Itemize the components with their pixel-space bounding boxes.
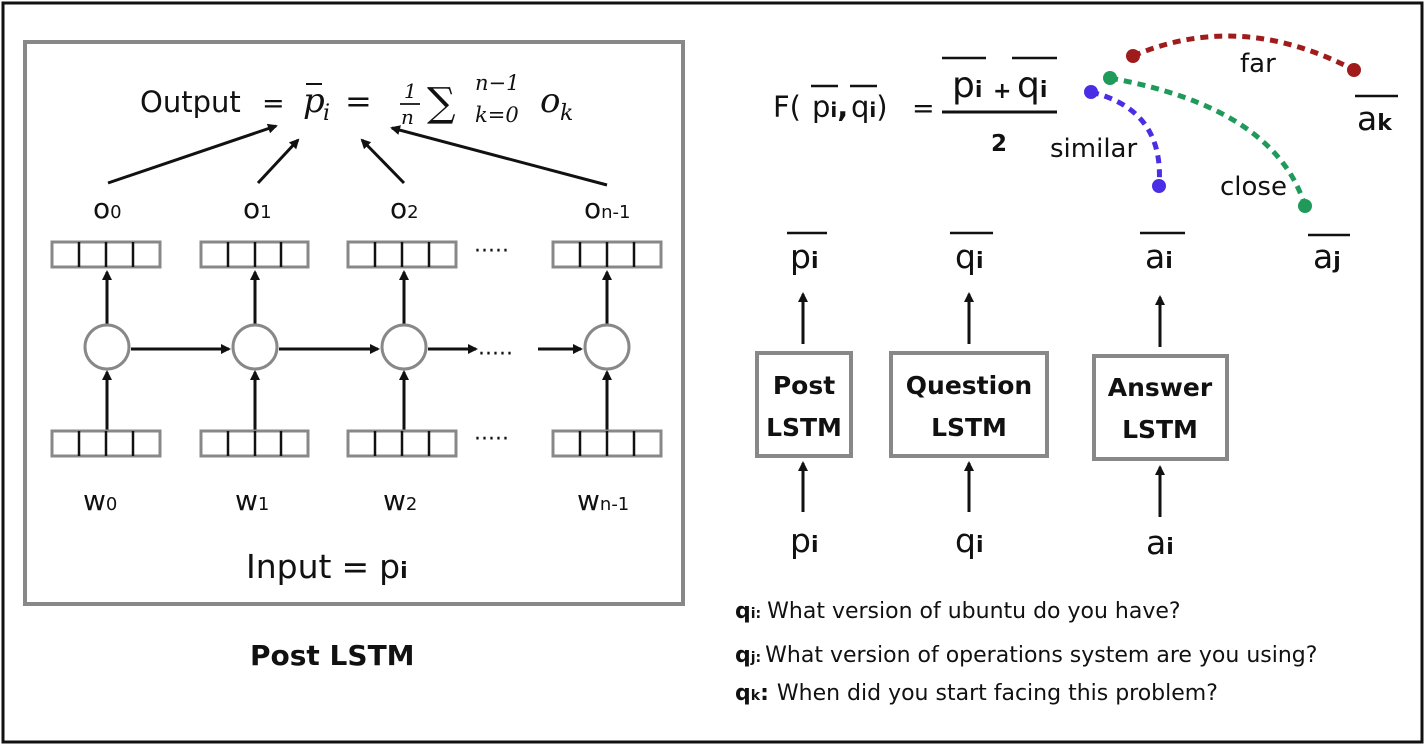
post-lstm-box-line2: LSTM	[766, 413, 842, 442]
far-end-dot	[1347, 63, 1361, 77]
input-vector-2	[346, 429, 458, 458]
hidden-node-1	[231, 323, 279, 371]
output-o0: o0	[93, 192, 122, 225]
far-curve	[1132, 33, 1356, 73]
post-lstm-box	[755, 351, 853, 458]
output-vector-1	[199, 240, 310, 269]
hidden-node-2	[380, 323, 428, 371]
arrow-o2-output	[360, 138, 406, 185]
arrow-o0-output	[107, 123, 278, 185]
post-encoder: pi Post LSTM pi	[755, 231, 853, 560]
sim-F: F(	[773, 90, 801, 124]
question-lstm-box	[889, 351, 1049, 458]
question-lstm-box-line1: Question	[906, 371, 1032, 400]
hidden-node-0	[83, 323, 131, 371]
output-labels: o0 o1 o2 on-1	[93, 192, 631, 225]
answer-encoder: ai Answer LSTM ai	[1092, 231, 1229, 562]
answer-out-label: ai	[1145, 237, 1173, 276]
formula-frac-num: 1	[404, 79, 417, 103]
input-w2: w2	[383, 484, 417, 517]
answer-lstm-box-line1: Answer	[1108, 373, 1213, 402]
post-lstm-caption: Post LSTM	[250, 639, 415, 672]
output-o2: o2	[390, 192, 419, 225]
post-lstm-panel: Output = p i = 1 n ∑ n−1 k=0 o k o0 o1 o…	[23, 40, 685, 606]
sim-plus: +	[993, 79, 1011, 104]
formula-o: o	[540, 81, 560, 121]
example-qi: qi: What version of ubuntu do you have?	[735, 599, 1181, 624]
encoders: pi Post LSTM pi qi Question LSTM qi ai A…	[755, 231, 1229, 562]
input-vector-0	[50, 429, 162, 458]
output-o1: o1	[243, 192, 272, 225]
formula-o-sub: k	[560, 101, 573, 126]
close-start-dot	[1103, 71, 1117, 85]
formula-equals: =	[345, 82, 372, 120]
similar-curve	[1090, 89, 1162, 187]
embedding-space: far close similar ak aj	[1050, 33, 1398, 276]
similar-start-dot	[1084, 85, 1098, 99]
formula-p-sub: i	[323, 101, 330, 126]
example-questions: qi: What version of ubuntu do you have? q…	[735, 599, 1317, 706]
sim-p: pi,	[812, 90, 848, 124]
output-vectors: ·····	[50, 239, 663, 269]
question-lstm-box-line2: LSTM	[931, 413, 1007, 442]
input-label: Input = pi	[246, 547, 408, 586]
a-k-label: ak	[1357, 99, 1393, 138]
input-w1: w1	[235, 484, 269, 517]
formula-frac-den: n	[401, 105, 414, 129]
sim-equals: =	[912, 93, 935, 124]
answer-in-label: ai	[1146, 523, 1174, 562]
output-ellipsis: ·····	[474, 239, 509, 264]
formula-sum-lower: k=0	[475, 103, 519, 127]
input-labels: w0 w1 w2 wn-1	[83, 484, 629, 517]
answer-lstm-box	[1092, 354, 1229, 461]
formula-p: p	[303, 81, 325, 121]
output-label: Output	[140, 85, 241, 119]
input-ellipsis: ·····	[474, 427, 509, 452]
post-lstm-frame	[23, 40, 685, 606]
sim-denominator: 2	[991, 131, 1007, 157]
hidden-node-n1	[583, 323, 631, 371]
far-label: far	[1240, 49, 1276, 79]
hidden-states	[83, 323, 631, 371]
similar-end-dot	[1152, 179, 1166, 193]
formula-sigma: ∑	[427, 80, 456, 126]
input-w0: w0	[83, 484, 117, 517]
post-out-label: pi	[790, 237, 819, 276]
arrow-on1-output	[390, 125, 608, 187]
post-lstm-box-line1: Post	[773, 371, 835, 400]
input-wn1: wn-1	[577, 484, 629, 517]
answer-lstm-box-line2: LSTM	[1122, 415, 1198, 444]
output-equals: =	[262, 88, 285, 119]
post-in-label: pi	[790, 521, 819, 560]
question-in-label: qi	[955, 521, 984, 560]
input-vectors: ·····	[50, 427, 663, 458]
input-vector-1	[199, 429, 310, 458]
question-out-label: qi	[955, 237, 984, 276]
output-vector-n1	[551, 240, 663, 269]
close-label: close	[1220, 172, 1287, 202]
similar-label: similar	[1050, 134, 1137, 164]
output-formula: Output = p i = 1 n ∑ n−1 k=0 o k	[140, 71, 573, 129]
a-j-label: aj	[1313, 237, 1341, 276]
output-vector-0	[50, 240, 162, 269]
output-on1: on-1	[584, 192, 631, 225]
question-encoder: qi Question LSTM qi	[889, 231, 1049, 560]
similarity-formula: F( pi, qi) = pi + qi 2	[773, 56, 1057, 157]
close-curve	[1109, 75, 1308, 207]
example-qj: qj: What version of operations system are…	[735, 643, 1317, 668]
sim-num-q: qi	[1017, 65, 1047, 106]
far-start-dot	[1126, 49, 1140, 63]
arrow-o1-output	[256, 138, 300, 185]
close-end-dot	[1298, 199, 1312, 213]
example-qk: qk: When did you start facing this proble…	[735, 681, 1218, 706]
sim-num-p: pi	[952, 65, 982, 106]
formula-sum-upper: n−1	[475, 71, 519, 95]
hidden-ellipsis: ·····	[478, 342, 513, 367]
input-vector-n1	[551, 429, 663, 458]
output-vector-2	[346, 240, 458, 269]
sim-q: qi)	[851, 90, 888, 124]
